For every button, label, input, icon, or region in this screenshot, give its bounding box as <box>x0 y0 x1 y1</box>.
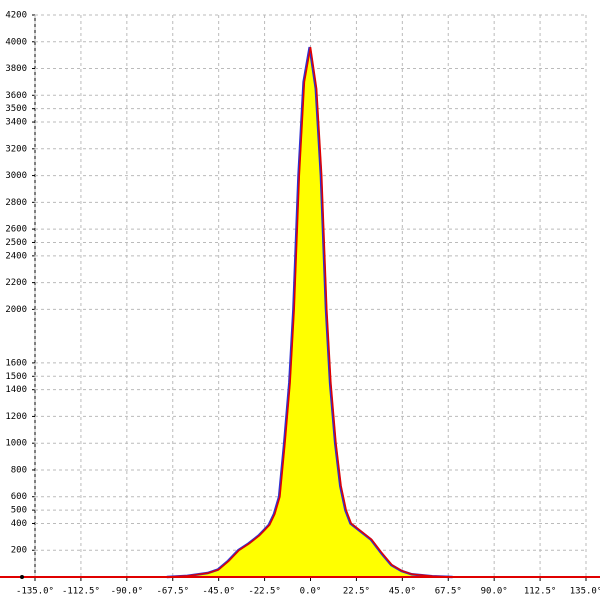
x-tick-label: 67.5° <box>435 587 462 597</box>
y-tick-label: 4000 <box>5 37 27 47</box>
y-tick-label: 2000 <box>5 305 27 315</box>
x-tick-label: -22.5° <box>248 587 281 597</box>
x-tick-label: -67.5° <box>156 587 189 597</box>
y-tick-label: 600 <box>11 492 27 502</box>
x-tick-label: -90.0° <box>111 587 144 597</box>
y-tick-label: 500 <box>11 506 27 516</box>
y-tick-label: 3400 <box>5 118 27 128</box>
y-tick-label: 3600 <box>5 91 27 101</box>
y-tick-label: 800 <box>11 465 27 475</box>
y-tick-label: 200 <box>11 546 27 556</box>
x-tick-label: -112.5° <box>62 587 100 597</box>
x-tick-label: 135.0° <box>570 587 600 597</box>
area-line <box>167 46 454 578</box>
x-tick-label: -135.0° <box>16 587 54 597</box>
x-tick-label: 90.0° <box>481 587 508 597</box>
y-tick-label: 1500 <box>5 372 27 382</box>
y-tick-label: 1600 <box>5 358 27 368</box>
y-tick-label: 3500 <box>5 104 27 114</box>
y-tick-label: 1000 <box>5 439 27 449</box>
origin-dot <box>20 575 24 579</box>
x-tick-label: 22.5° <box>343 587 370 597</box>
y-tick-label: 2500 <box>5 238 27 248</box>
area-fill <box>167 47 454 578</box>
y-tick-label: 2200 <box>5 278 27 288</box>
y-tick-label: 2800 <box>5 198 27 208</box>
y-tick-label: 3800 <box>5 64 27 74</box>
y-tick-label: 3200 <box>5 144 27 154</box>
y-tick-label: 2400 <box>5 251 27 261</box>
y-tick-label: 4200 <box>5 11 27 21</box>
y-tick-label: 400 <box>11 519 27 529</box>
x-tick-label: 0.0° <box>300 587 322 597</box>
x-tick-label: 45.0° <box>389 587 416 597</box>
y-tick-label: 1200 <box>5 412 27 422</box>
y-tick-label: 1400 <box>5 385 27 395</box>
y-tick-label: 3000 <box>5 171 27 181</box>
x-tick-label: 112.5° <box>524 587 557 597</box>
x-tick-label: -45.0° <box>202 587 235 597</box>
y-tick-label: 2600 <box>5 225 27 235</box>
